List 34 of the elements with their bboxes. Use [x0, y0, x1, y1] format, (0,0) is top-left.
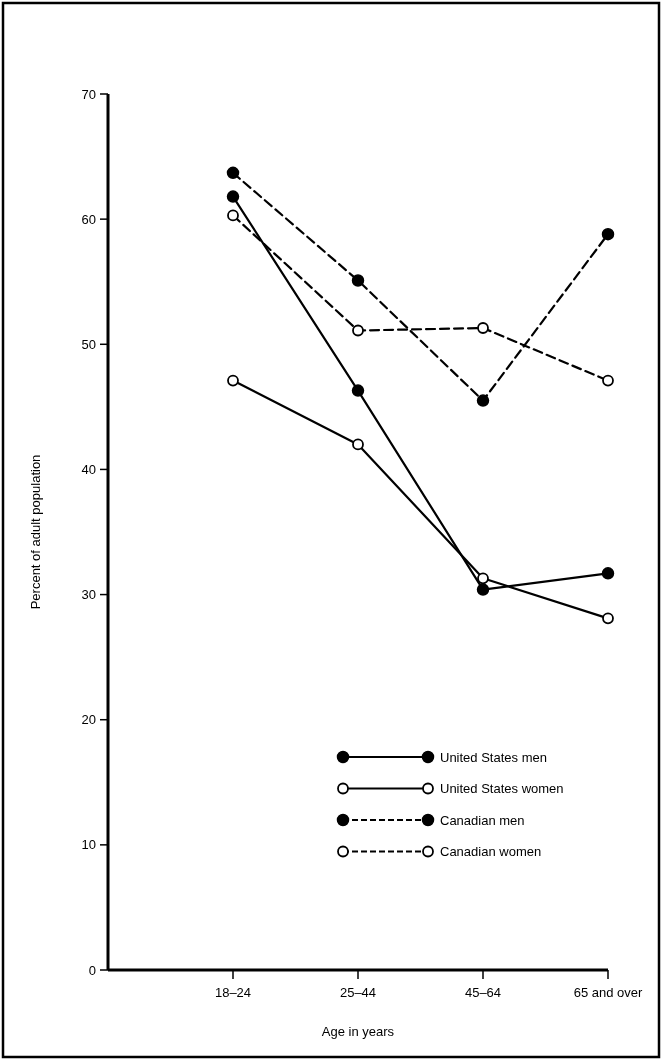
point	[476, 583, 490, 596]
point	[351, 274, 365, 287]
x-tick-label: 25–44	[339, 985, 377, 1000]
point	[476, 394, 490, 407]
y-tick-label: 10	[81, 837, 96, 853]
point	[226, 190, 240, 203]
point	[477, 572, 489, 585]
point	[227, 209, 239, 222]
legend-label: Canadian men	[440, 812, 525, 828]
y-tick-label: 0	[88, 962, 96, 978]
y-tick-label: 60	[81, 211, 96, 227]
y-tick-label: 40	[81, 461, 96, 477]
point	[477, 322, 489, 334]
point	[602, 612, 614, 625]
y-tick-label: 20	[81, 712, 96, 728]
point	[227, 374, 239, 387]
x-tick-label: 45–64	[464, 985, 502, 1000]
legend-label: United States women	[440, 781, 564, 797]
legend-label: United States men	[440, 749, 547, 765]
point	[601, 567, 615, 580]
y-tick-label: 70	[81, 86, 96, 102]
point	[601, 227, 615, 241]
point	[352, 438, 364, 451]
x-tick-label: 18–24	[214, 985, 252, 1000]
y-tick-label: 50	[81, 336, 96, 352]
y-tick-label: 30	[81, 587, 96, 603]
y-axis-title: Percent of adult population	[28, 454, 43, 610]
point	[351, 384, 365, 397]
x-tick-label: 65 and over	[573, 985, 643, 1000]
point	[226, 166, 240, 180]
x-axis-title: Age in years	[321, 1024, 395, 1039]
legend-label: Canadian women	[440, 844, 542, 860]
point	[602, 374, 614, 387]
point	[352, 324, 364, 337]
